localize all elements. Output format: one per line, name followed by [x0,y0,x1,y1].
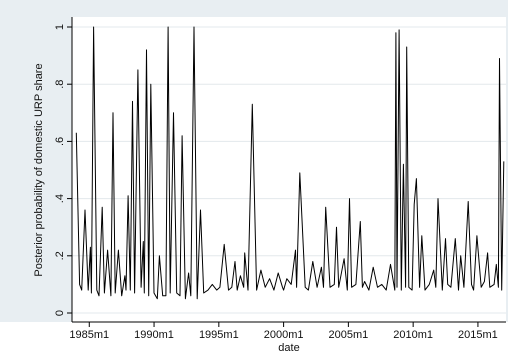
x-tick-label: 1985m1 [69,329,109,341]
x-tick-label: 1995m1 [199,329,239,341]
y-tick-label: 1 [54,24,66,30]
series-line [75,26,505,300]
y-axis-ticks: 0 .2 .4 .6 .8 1 [54,24,72,316]
y-tick-label: 0 [54,310,66,316]
y-tick-label: .2 [54,251,66,260]
x-tick-label: 2010m1 [393,329,433,341]
plot-area [72,17,506,322]
x-axis-ticks: 1985m1 1990m1 1995m1 2000m1 2005m1 2010m1 2015… [69,322,498,341]
x-tick-label: 2000m1 [264,329,304,341]
x-axis-title: date [278,342,299,354]
x-tick-label: 2015m1 [458,329,498,341]
y-tick-label: .8 [54,80,66,89]
x-tick-label: 2005m1 [328,329,368,341]
y-tick-label: .4 [54,194,66,203]
y-axis-title: Posterior probability of domestic URP sh… [33,63,45,276]
x-tick-label: 1990m1 [134,329,174,341]
y-tick-label: .6 [54,137,66,146]
